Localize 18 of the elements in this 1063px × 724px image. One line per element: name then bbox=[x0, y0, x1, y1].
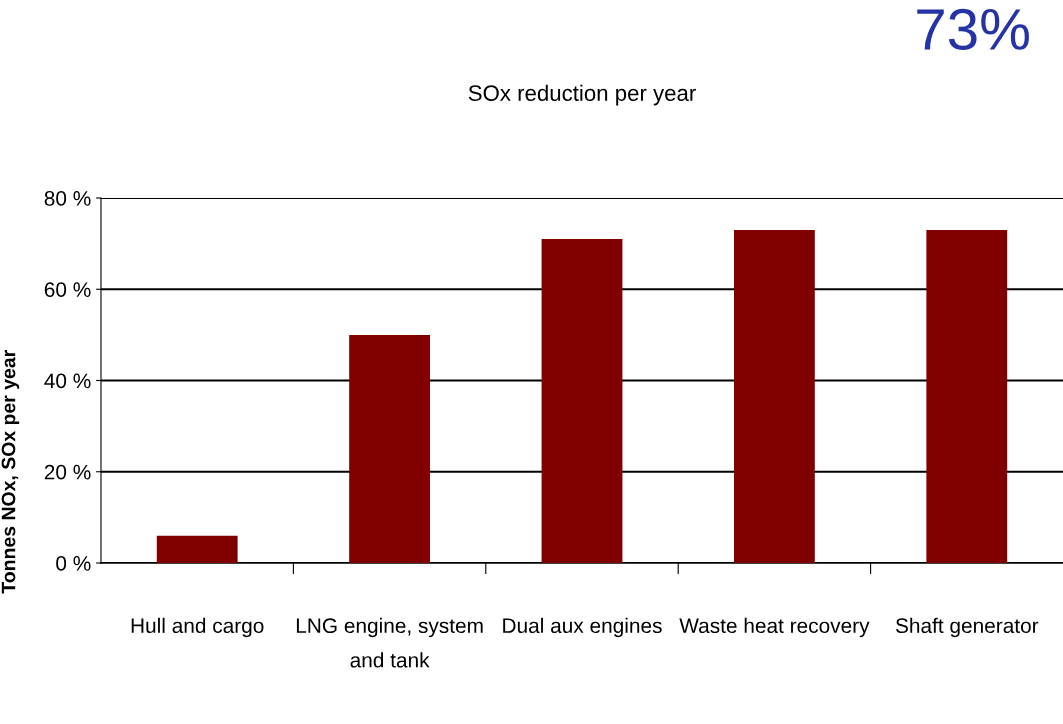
y-tick-label: 80 % bbox=[44, 191, 91, 206]
x-tick-label: Hull and cargo bbox=[131, 617, 264, 638]
y-tick-label: 60 % bbox=[44, 282, 91, 297]
x-tick-label: Dual aux engines bbox=[503, 617, 662, 638]
bar bbox=[349, 334, 430, 563]
bar bbox=[733, 229, 815, 563]
bar bbox=[926, 229, 1008, 563]
x-tick-label: Shaft generator bbox=[895, 617, 1039, 638]
chart-title: SOx reduction per year bbox=[468, 84, 696, 106]
y-tick-label: 0 % bbox=[56, 556, 91, 571]
x-tick-label: LNG engine, system and tank bbox=[296, 617, 483, 668]
bar bbox=[156, 535, 238, 563]
y-tick-label: 40 % bbox=[44, 373, 91, 389]
x-tick-label: Waste heat recovery bbox=[679, 617, 870, 638]
y-axis-title: Tonnes NOx, SOx per year bbox=[1, 350, 20, 594]
bar bbox=[541, 239, 623, 563]
y-tick-label: 20 % bbox=[44, 464, 91, 480]
text: 73% bbox=[917, 8, 1029, 51]
